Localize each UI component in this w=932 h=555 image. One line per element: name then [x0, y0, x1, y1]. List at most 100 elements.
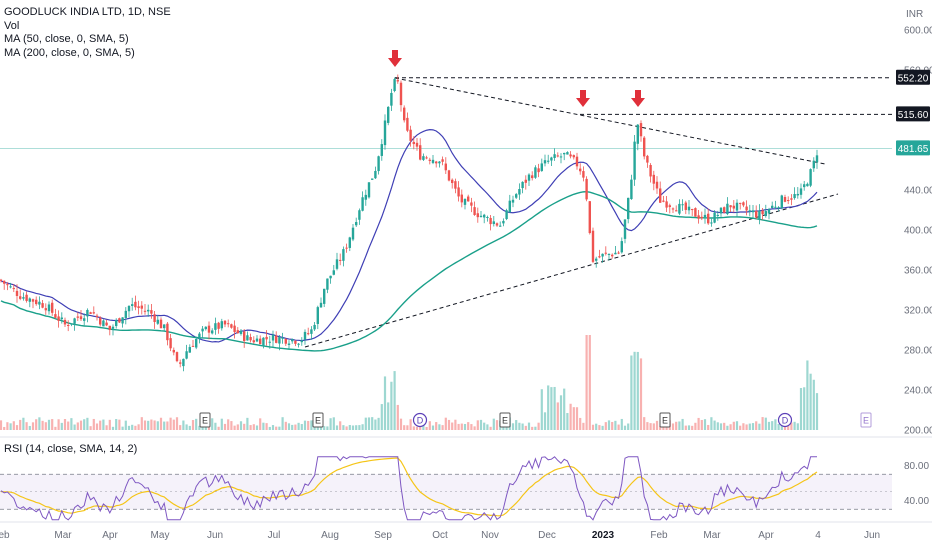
candle [70, 323, 73, 327]
earnings-marker[interactable]: E [312, 412, 324, 428]
volume-bar [729, 424, 732, 430]
candle [515, 192, 518, 200]
volume-bar [713, 420, 716, 430]
candle-body [83, 318, 86, 321]
earnings-marker[interactable]: E [659, 412, 671, 428]
rsi-legend[interactable]: RSI (14, close, SMA, 14, 2) [4, 443, 138, 455]
candle [233, 320, 236, 339]
symbol-title[interactable]: GOODLUCK INDIA LTD, 1D, NSE [4, 6, 171, 18]
candle-body [483, 214, 486, 218]
volume-bar [271, 425, 275, 430]
volume-bar [262, 422, 265, 430]
volume-bar [249, 425, 252, 430]
candle-body [799, 188, 803, 195]
candle-body [575, 156, 579, 167]
candle-body [691, 209, 694, 211]
earnings-marker[interactable]: E [199, 412, 211, 428]
candle [175, 351, 179, 363]
candle [537, 163, 540, 178]
volume-bar [131, 424, 134, 430]
candle-body [681, 204, 684, 206]
candle [163, 324, 166, 331]
candle [28, 297, 31, 308]
candle [799, 183, 803, 199]
candle-body [332, 270, 335, 275]
earnings-marker[interactable]: E [499, 412, 511, 428]
earnings-marker[interactable]: E [860, 412, 872, 428]
candle [739, 202, 742, 210]
candle-body [179, 362, 182, 364]
candle [796, 187, 799, 199]
candle [166, 322, 169, 346]
candle-body [86, 309, 89, 317]
volume-bar [140, 417, 143, 430]
candle [451, 178, 454, 189]
volume-bar [83, 419, 86, 430]
volume-bar [371, 417, 374, 430]
candle-body [662, 200, 665, 202]
volume-bar [764, 417, 767, 430]
candle-body [550, 157, 553, 161]
ma50-legend[interactable]: MA (50, close, 0, SMA, 5) [4, 33, 129, 45]
volume-bar [323, 426, 326, 430]
vol-legend[interactable]: Vol [4, 19, 20, 32]
candle-body [611, 254, 614, 257]
volume-bar [636, 351, 639, 430]
event-letter: E [502, 416, 508, 426]
candle-body [617, 252, 620, 254]
volume-bar [444, 417, 447, 430]
candle-body [566, 152, 569, 155]
volume-bar [425, 426, 428, 430]
candle-body [700, 216, 703, 219]
volume-bar [758, 423, 761, 430]
candle-body [595, 258, 598, 261]
candle [681, 199, 684, 211]
volume-bar [147, 420, 150, 430]
candle [111, 324, 115, 336]
volume-bar [649, 423, 652, 430]
candle-body [89, 312, 92, 314]
candle-body [191, 345, 195, 347]
volume-bar [403, 425, 406, 430]
candle-body [412, 141, 415, 145]
candle-body [767, 209, 771, 214]
resistance-arrow-icon [631, 90, 645, 107]
candle-body [268, 341, 271, 343]
volume-bar [143, 420, 147, 430]
candle-body [387, 106, 390, 123]
candle [684, 200, 687, 215]
candle [713, 210, 716, 224]
candle-body [25, 294, 28, 301]
volume-bar [307, 420, 310, 430]
y-tick-label: 280.00 [904, 346, 932, 357]
candle-body [601, 253, 604, 257]
rsi-ma-line [0, 457, 818, 517]
dividend-marker[interactable]: D [412, 412, 428, 428]
candle-body [771, 205, 774, 209]
volume-bar [582, 422, 585, 430]
candle-body [540, 163, 543, 171]
candle [294, 339, 297, 347]
ma200-legend[interactable]: MA (200, close, 0, SMA, 5) [4, 46, 135, 59]
volume-bar [246, 417, 249, 430]
candle [118, 317, 121, 323]
price-label: 481.65 [896, 140, 930, 156]
volume-bar [735, 421, 739, 430]
candle-body [220, 321, 223, 329]
volume-bar [751, 423, 755, 430]
candle-body [780, 195, 783, 209]
candle-body [751, 210, 755, 213]
candle-body [764, 211, 767, 217]
candle-body [537, 168, 540, 173]
rsi-line [0, 456, 817, 521]
dividend-marker[interactable]: D [777, 412, 793, 428]
volume-bar [230, 421, 233, 430]
candle-body [393, 79, 396, 91]
candle-body [380, 144, 383, 156]
candle [73, 317, 76, 331]
ma50-line [0, 129, 818, 343]
candle [815, 149, 819, 169]
x-tick-label: Nov [481, 530, 499, 541]
candle-body [547, 160, 550, 162]
